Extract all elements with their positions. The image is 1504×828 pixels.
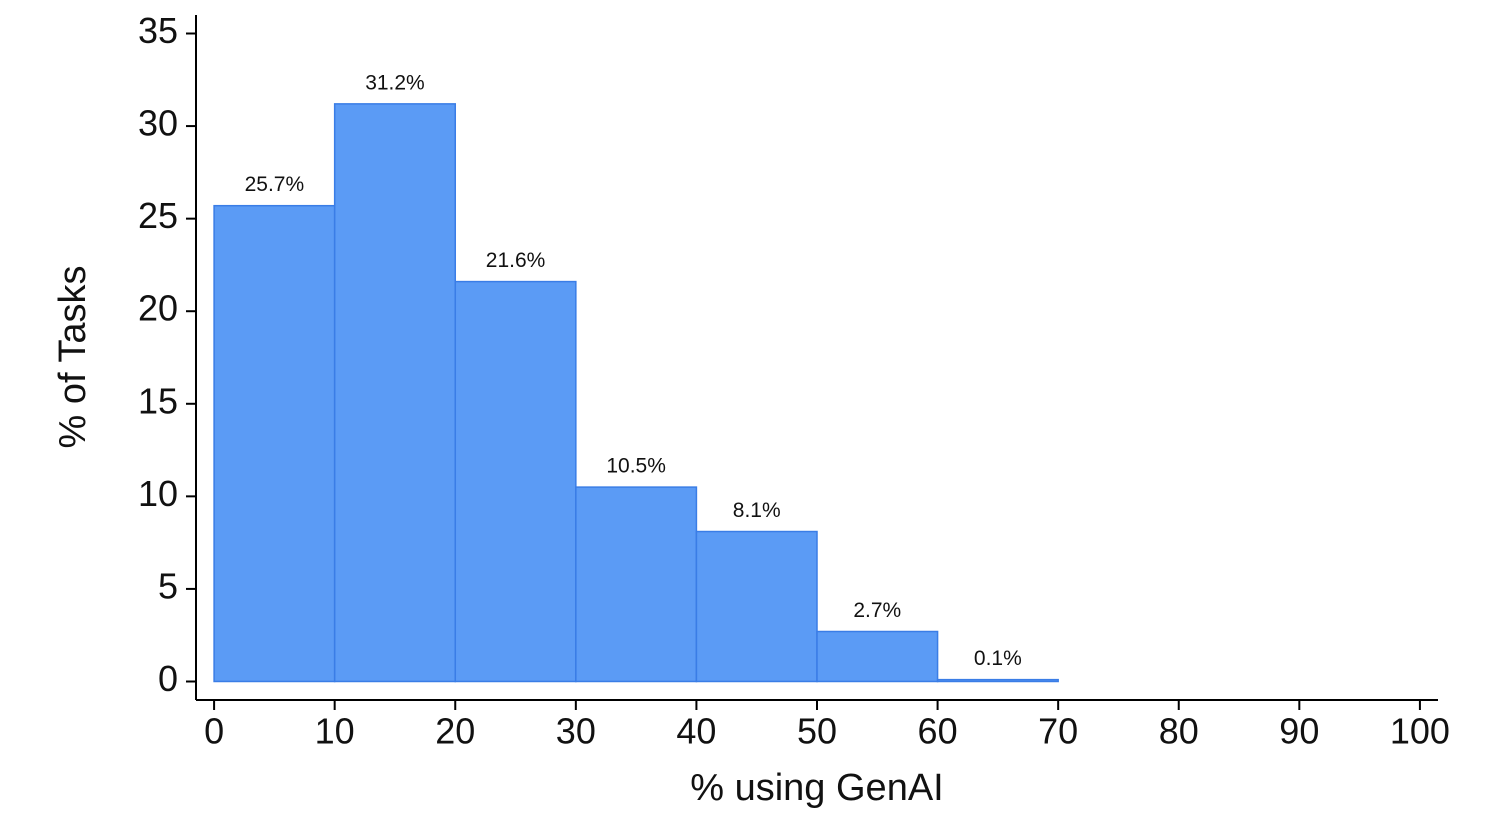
value-label: 31.2% (365, 71, 425, 94)
x-tick-label: 0 (204, 711, 224, 752)
value-label: 2.7% (853, 599, 901, 622)
y-tick-label: 0 (158, 658, 178, 699)
y-axis-label: % of Tasks (52, 265, 94, 448)
bar (936, 678, 1059, 683)
bar (333, 103, 457, 683)
bar (695, 530, 818, 683)
value-label: 0.1% (974, 647, 1022, 670)
x-tick-label: 100 (1390, 711, 1450, 752)
x-axis-label: % using GenAI (690, 767, 943, 809)
y-tick-label: 25 (138, 195, 178, 236)
y-tick-label: 10 (138, 473, 178, 514)
y-tick-label: 35 (138, 10, 178, 51)
x-tick-label: 70 (1038, 711, 1078, 752)
y-tick-label: 5 (158, 565, 178, 606)
value-label: 25.7% (245, 173, 305, 196)
x-tick-label: 50 (797, 711, 837, 752)
x-tick-label: 10 (315, 711, 355, 752)
value-label: 8.1% (733, 499, 781, 522)
x-tick-label: 90 (1279, 711, 1319, 752)
bar (575, 486, 698, 683)
x-tick-label: 30 (556, 711, 596, 752)
x-tick-label: 20 (435, 711, 475, 752)
x-tick-label: 60 (918, 711, 958, 752)
value-label: 10.5% (606, 455, 666, 478)
y-tick-label: 20 (138, 288, 178, 329)
y-tick-label: 15 (138, 380, 178, 421)
value-label: 21.6% (486, 249, 546, 272)
y-tick-label: 30 (138, 103, 178, 144)
bar (816, 630, 939, 683)
bar (454, 280, 577, 683)
bar (213, 204, 336, 683)
x-tick-label: 40 (676, 711, 716, 752)
x-tick-label: 80 (1159, 711, 1199, 752)
